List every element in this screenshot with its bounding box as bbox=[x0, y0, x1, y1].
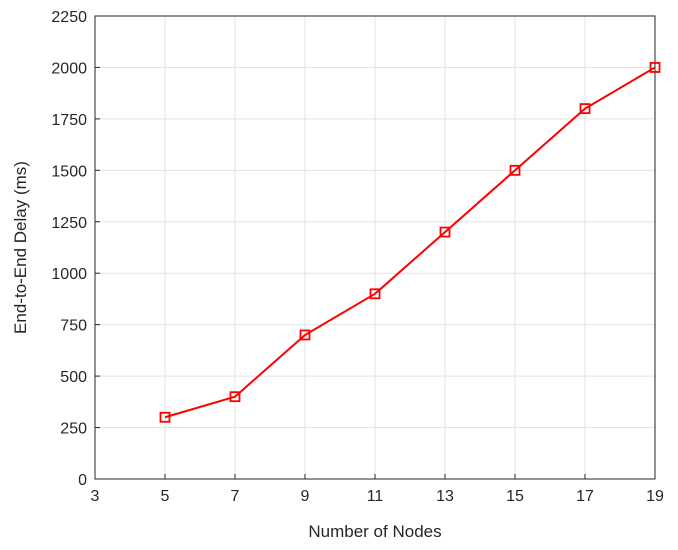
data-point-marker bbox=[369, 288, 381, 300]
series-layer bbox=[159, 62, 661, 423]
data-point-marker bbox=[509, 164, 521, 176]
y-tick-label: 2250 bbox=[51, 9, 87, 26]
x-tick-label: 7 bbox=[231, 488, 240, 505]
y-tick-label: 1750 bbox=[51, 112, 87, 129]
x-tick-label: 11 bbox=[367, 488, 384, 505]
x-tick-label: 19 bbox=[646, 488, 664, 505]
x-axis-label: Number of Nodes bbox=[308, 522, 441, 541]
x-tick-label: 15 bbox=[506, 488, 524, 505]
y-tick-label: 1250 bbox=[51, 215, 87, 232]
x-tick-label: 17 bbox=[576, 488, 594, 505]
x-tick-label: 5 bbox=[161, 488, 170, 505]
data-point-marker bbox=[229, 391, 241, 403]
data-point-marker bbox=[159, 411, 171, 423]
x-tick-label: 9 bbox=[301, 488, 310, 505]
y-tick-label: 1500 bbox=[51, 163, 87, 180]
data-point-marker bbox=[439, 226, 451, 238]
y-tick-label: 1000 bbox=[51, 266, 87, 283]
x-tick-label: 13 bbox=[436, 488, 454, 505]
axis-ticks: 3 5 7 9 11 13 15 17 19 0 250 500 750 1000 1250 1500 1750… bbox=[51, 9, 664, 505]
y-tick-label: 250 bbox=[60, 421, 87, 438]
y-axis-label: End-to-End Delay (ms) bbox=[11, 161, 30, 334]
y-tick-label: 2000 bbox=[51, 60, 87, 77]
data-point-marker bbox=[579, 103, 591, 114]
grid bbox=[94, 15, 656, 480]
y-tick-label: 750 bbox=[60, 318, 87, 335]
y-tick-label: 0 bbox=[78, 472, 87, 489]
data-point-marker bbox=[649, 62, 661, 73]
series-line bbox=[164, 66, 656, 419]
x-tick-label: 3 bbox=[91, 488, 100, 505]
data-point-marker bbox=[299, 329, 311, 341]
y-tick-label: 500 bbox=[60, 369, 87, 386]
